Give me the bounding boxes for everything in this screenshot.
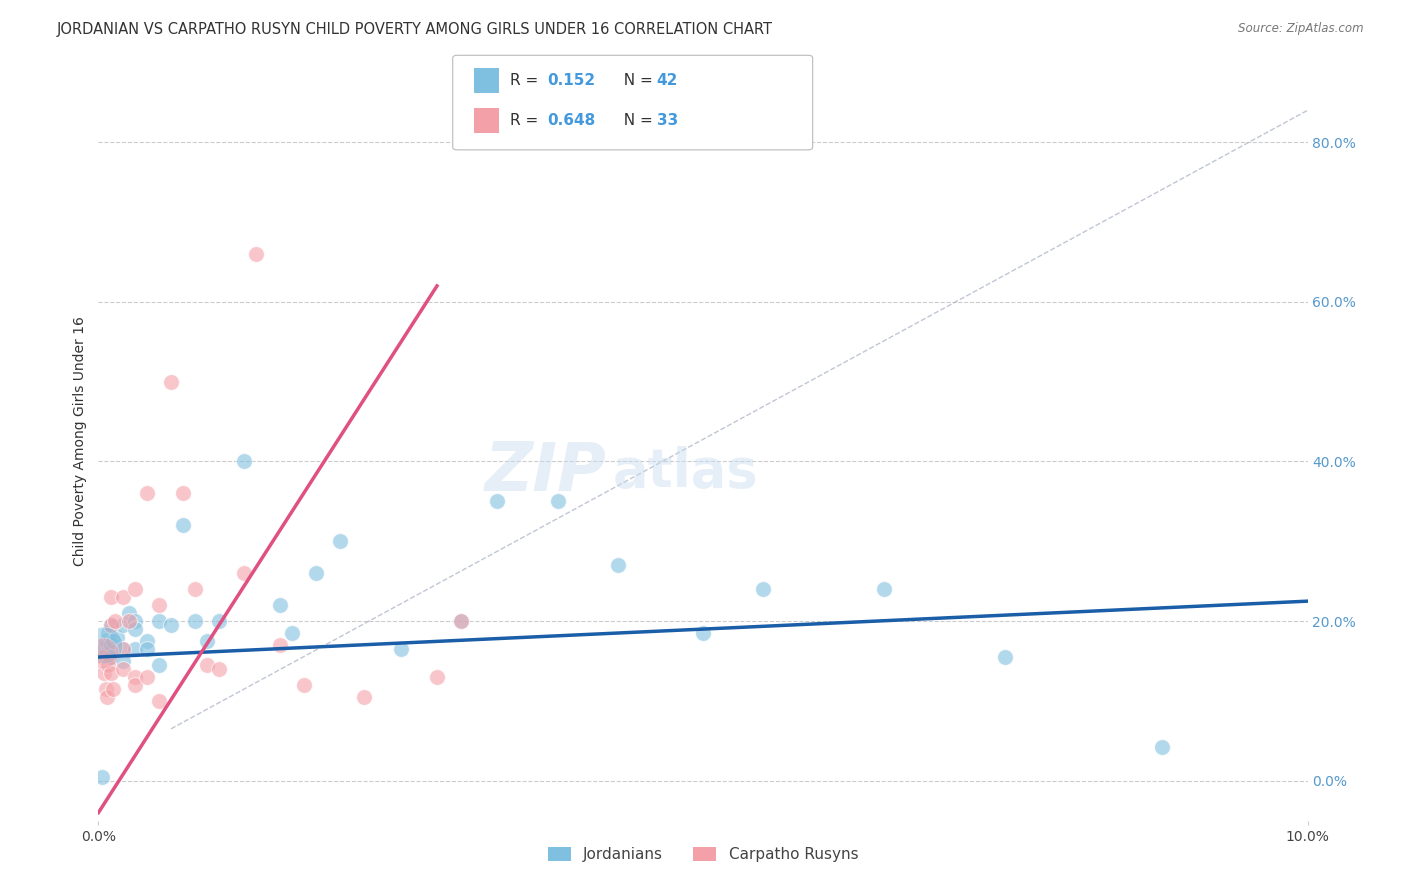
Point bbox=[111, 642, 134, 657]
Point bbox=[148, 658, 170, 673]
Point bbox=[100, 618, 122, 632]
Point bbox=[101, 681, 124, 696]
Point bbox=[195, 658, 218, 673]
Point bbox=[450, 614, 472, 628]
Point bbox=[93, 642, 115, 657]
Point bbox=[124, 582, 146, 597]
Point bbox=[91, 650, 114, 665]
Point bbox=[353, 690, 375, 704]
Text: 42: 42 bbox=[657, 73, 678, 87]
Text: 33: 33 bbox=[657, 113, 678, 128]
Point bbox=[184, 614, 207, 628]
Point bbox=[269, 638, 291, 652]
Point bbox=[184, 582, 207, 597]
Point bbox=[329, 534, 352, 549]
Point bbox=[305, 566, 328, 581]
Point bbox=[96, 690, 118, 704]
Point bbox=[111, 654, 134, 668]
Point bbox=[292, 678, 315, 692]
Point bbox=[486, 494, 509, 508]
Point bbox=[124, 642, 146, 657]
Point bbox=[91, 646, 114, 660]
Point bbox=[94, 634, 117, 648]
Text: 0.152: 0.152 bbox=[547, 73, 595, 87]
Point bbox=[100, 665, 122, 680]
Point bbox=[426, 670, 449, 684]
Point bbox=[160, 618, 183, 632]
Point bbox=[104, 614, 127, 628]
Point bbox=[93, 665, 115, 680]
Text: N =: N = bbox=[614, 73, 658, 87]
Point bbox=[692, 626, 714, 640]
Point bbox=[752, 582, 775, 597]
Text: R =: R = bbox=[510, 113, 544, 128]
Point bbox=[111, 590, 134, 604]
Point bbox=[97, 658, 120, 673]
Text: Source: ZipAtlas.com: Source: ZipAtlas.com bbox=[1239, 22, 1364, 36]
Point bbox=[124, 622, 146, 636]
Point bbox=[91, 770, 114, 784]
Point bbox=[124, 614, 146, 628]
Point bbox=[98, 650, 121, 665]
Point bbox=[607, 558, 630, 573]
Point bbox=[111, 618, 134, 632]
Point bbox=[245, 247, 267, 261]
Text: JORDANIAN VS CARPATHO RUSYN CHILD POVERTY AMONG GIRLS UNDER 16 CORRELATION CHART: JORDANIAN VS CARPATHO RUSYN CHILD POVERT… bbox=[56, 22, 772, 37]
Point bbox=[148, 598, 170, 612]
Point bbox=[135, 486, 157, 500]
Point bbox=[101, 634, 124, 648]
Point bbox=[118, 606, 141, 620]
Point bbox=[994, 650, 1017, 665]
Point bbox=[232, 454, 254, 468]
Point bbox=[124, 678, 146, 692]
Text: atlas: atlas bbox=[613, 446, 758, 498]
Point bbox=[873, 582, 896, 597]
Point bbox=[148, 694, 170, 708]
Point bbox=[269, 598, 291, 612]
Point bbox=[135, 670, 157, 684]
Point bbox=[208, 662, 231, 676]
Point bbox=[172, 518, 194, 533]
Point bbox=[195, 634, 218, 648]
Legend: Jordanians, Carpatho Rusyns: Jordanians, Carpatho Rusyns bbox=[540, 839, 866, 870]
Point bbox=[111, 662, 134, 676]
Text: R =: R = bbox=[510, 73, 544, 87]
Point bbox=[450, 614, 472, 628]
Point bbox=[135, 642, 157, 657]
Point bbox=[111, 642, 134, 657]
Point bbox=[93, 638, 115, 652]
Text: 0.648: 0.648 bbox=[547, 113, 595, 128]
Point bbox=[232, 566, 254, 581]
Point bbox=[160, 375, 183, 389]
Text: ZIP: ZIP bbox=[485, 439, 606, 505]
Point bbox=[172, 486, 194, 500]
Point bbox=[389, 642, 412, 657]
Point bbox=[1152, 740, 1174, 755]
Text: N =: N = bbox=[614, 113, 658, 128]
Point bbox=[100, 590, 122, 604]
Point bbox=[208, 614, 231, 628]
Point bbox=[124, 670, 146, 684]
Point bbox=[97, 626, 120, 640]
Point bbox=[281, 626, 304, 640]
Y-axis label: Child Poverty Among Girls Under 16: Child Poverty Among Girls Under 16 bbox=[73, 317, 87, 566]
Point bbox=[94, 681, 117, 696]
Point bbox=[118, 614, 141, 628]
Point bbox=[105, 630, 128, 644]
Point bbox=[100, 650, 122, 665]
Point bbox=[148, 614, 170, 628]
Point bbox=[100, 638, 122, 652]
Point bbox=[135, 634, 157, 648]
Point bbox=[547, 494, 569, 508]
Point bbox=[96, 646, 118, 660]
Point bbox=[100, 618, 122, 632]
